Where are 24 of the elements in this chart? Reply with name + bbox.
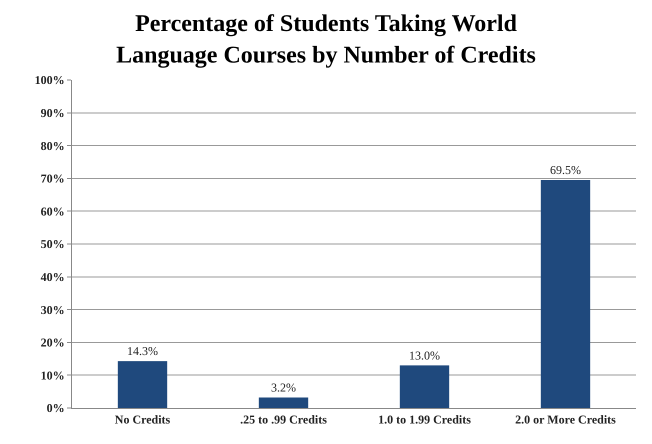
y-tick-label: 100% [34, 73, 65, 88]
x-tick-label: No Credits [114, 412, 171, 426]
data-label: 3.2% [271, 380, 296, 394]
bar [118, 361, 168, 408]
y-tick-label: 10% [40, 368, 65, 382]
bar [258, 398, 308, 408]
y-tick-label: 90% [40, 106, 65, 120]
data-label: 69.5% [550, 163, 581, 178]
y-tick-label: 60% [40, 204, 65, 218]
y-tick-label: 20% [40, 336, 65, 350]
y-tick-label: 30% [40, 302, 65, 317]
x-tick-label: 2.0 or More Credits [515, 412, 616, 426]
y-tick-label: 70% [40, 172, 65, 186]
bar [540, 180, 590, 408]
x-tick-label: 1.0 to 1.99 Credits [378, 412, 472, 426]
chart-title: Percentage of Students Taking World Language Courses by Number of Credits [116, 11, 536, 68]
x-tick-label: .25 to .99 Credits [240, 412, 328, 426]
y-tick-label: 40% [40, 270, 65, 284]
y-tick-label: 80% [40, 138, 65, 153]
bar [400, 365, 450, 408]
y-tick-label: 50% [40, 237, 65, 252]
y-tick-label: 0% [46, 401, 65, 416]
data-label: 13.0% [409, 348, 440, 362]
data-label: 14.3% [127, 344, 158, 358]
